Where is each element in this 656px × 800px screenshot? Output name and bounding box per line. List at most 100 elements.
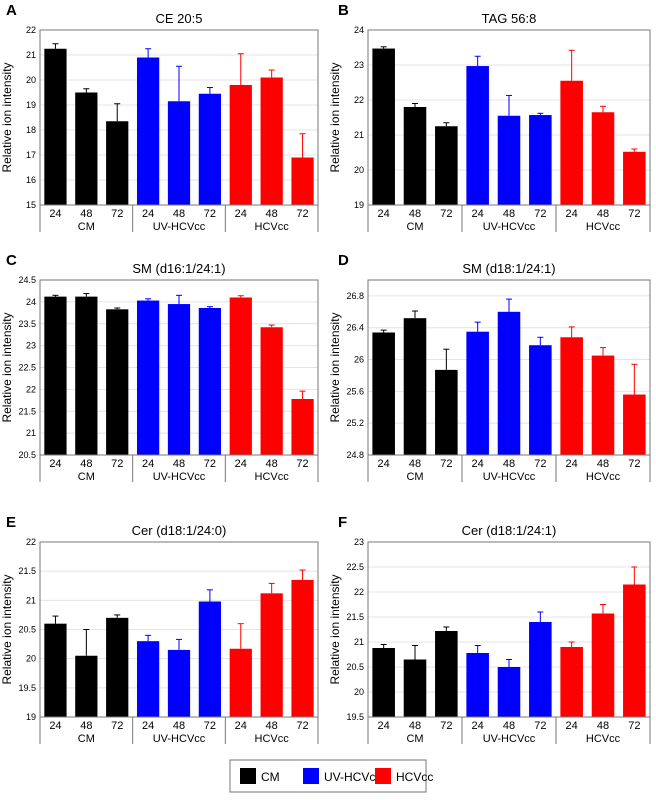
y-tick-label: 15	[26, 200, 36, 210]
y-tick-label: 24	[26, 297, 36, 307]
bar	[260, 593, 283, 717]
bar	[623, 151, 646, 205]
x-tick-label: 72	[111, 720, 123, 732]
y-tick-label: 20.5	[18, 450, 36, 460]
y-tick-label: 22	[354, 587, 364, 597]
x-tick-label: 48	[503, 458, 515, 470]
bar	[167, 304, 191, 455]
panel-e: E Cer (d18:1/24:0) 19 19.5 20 20.5 21 21.5 22 Rel…	[0, 514, 319, 745]
bar	[591, 355, 615, 455]
bar	[291, 157, 314, 205]
bar	[372, 332, 395, 455]
bar	[591, 112, 615, 205]
bar	[136, 57, 160, 205]
panel-letter: F	[338, 514, 347, 531]
group-label: UV-HCVcc	[153, 221, 206, 233]
bar	[167, 101, 191, 205]
y-tick-label: 22.5	[18, 363, 36, 373]
bar	[106, 617, 129, 717]
bar	[136, 300, 160, 455]
y-tick-label: 22	[354, 95, 364, 105]
bar	[529, 115, 552, 205]
group-label: UV-HCVcc	[153, 733, 206, 745]
x-tick-label: 24	[235, 458, 247, 470]
x-tick-label: 24	[49, 458, 61, 470]
bar	[466, 66, 489, 205]
x-tick-label: 72	[534, 720, 546, 732]
chart-title: Cer (d18:1/24:1)	[462, 523, 557, 538]
y-tick-label: 20	[354, 165, 364, 175]
group-label: HCVcc	[255, 733, 290, 745]
y-axis-label: Relative ion intensity	[328, 574, 342, 684]
panel-d: D SM (d18:1/24:1) 24.8 25.2 25.6 26 26.4 26.8 Re…	[328, 252, 651, 483]
x-tick-label: 72	[111, 458, 123, 470]
group-label: HCVcc	[255, 221, 290, 233]
bar	[623, 584, 646, 717]
y-tick-label: 22.5	[346, 562, 364, 572]
x-tick-label: 48	[80, 208, 92, 220]
bar	[167, 649, 191, 717]
x-tick-label: 24	[235, 208, 247, 220]
x-tick-label: 72	[440, 208, 452, 220]
bar	[497, 667, 521, 717]
y-tick-label: 26	[354, 355, 364, 365]
y-tick-label: 23.5	[18, 319, 36, 329]
y-tick-label: 24.8	[346, 450, 364, 460]
y-tick-label: 21	[354, 130, 364, 140]
y-tick-label: 24	[354, 25, 364, 35]
group-label: UV-HCVcc	[483, 221, 536, 233]
x-tick-label: 24	[142, 458, 154, 470]
y-tick-label: 23	[26, 341, 36, 351]
x-tick-label: 48	[409, 208, 421, 220]
group-label: UV-HCVcc	[483, 733, 536, 745]
x-tick-label: 48	[503, 720, 515, 732]
y-tick-label: 16	[26, 175, 36, 185]
x-tick-label: 72	[628, 208, 640, 220]
y-tick-label: 22	[26, 25, 36, 35]
x-tick-label: 72	[440, 458, 452, 470]
y-tick-label: 25.2	[346, 418, 364, 428]
bar	[75, 655, 98, 717]
panel-letter: B	[338, 2, 349, 19]
x-tick-label: 24	[142, 720, 154, 732]
y-tick-label: 21	[26, 50, 36, 60]
bar	[198, 93, 222, 205]
group-label: CM	[78, 733, 95, 745]
x-tick-label: 48	[597, 208, 609, 220]
y-axis-label: Relative ion intensity	[328, 62, 342, 172]
y-tick-label: 21	[26, 595, 36, 605]
bar	[435, 631, 458, 717]
x-tick-label: 24	[378, 720, 390, 732]
y-tick-label: 24.5	[18, 275, 36, 285]
chart-title: SM (d16:1/24:1)	[132, 261, 225, 276]
y-tick-label: 22	[26, 384, 36, 394]
chart-title: SM (d18:1/24:1)	[462, 261, 555, 276]
plot-frame	[39, 279, 319, 456]
legend-swatch	[303, 768, 319, 784]
y-tick-label: 21	[26, 428, 36, 438]
bar	[106, 121, 129, 205]
y-tick-label: 20	[26, 75, 36, 85]
y-tick-label: 20.5	[346, 662, 364, 672]
bar	[260, 327, 283, 455]
y-tick-label: 18	[26, 125, 36, 135]
y-tick-label: 19.5	[346, 712, 364, 722]
bar	[466, 653, 489, 717]
bar	[372, 648, 395, 717]
plot-frame	[39, 541, 319, 718]
y-tick-label: 19	[26, 712, 36, 722]
y-tick-label: 20.5	[18, 625, 36, 635]
y-tick-label: 19.5	[18, 683, 36, 693]
group-label: HCVcc	[255, 471, 290, 483]
group-label: UV-HCVcc	[483, 471, 536, 483]
plot-frame	[367, 541, 651, 718]
x-tick-label: 72	[296, 458, 308, 470]
bar	[229, 297, 252, 455]
panel-f: F Cer (d18:1/24:1) 19.5 20 20.5 21 21.5 22 22.5 2…	[328, 514, 651, 745]
bar	[198, 601, 222, 717]
y-tick-label: 21.5	[18, 406, 36, 416]
x-tick-label: 24	[378, 458, 390, 470]
y-tick-label: 21.5	[18, 566, 36, 576]
y-tick-label: 25.6	[346, 386, 364, 396]
group-label: HCVcc	[586, 733, 621, 745]
